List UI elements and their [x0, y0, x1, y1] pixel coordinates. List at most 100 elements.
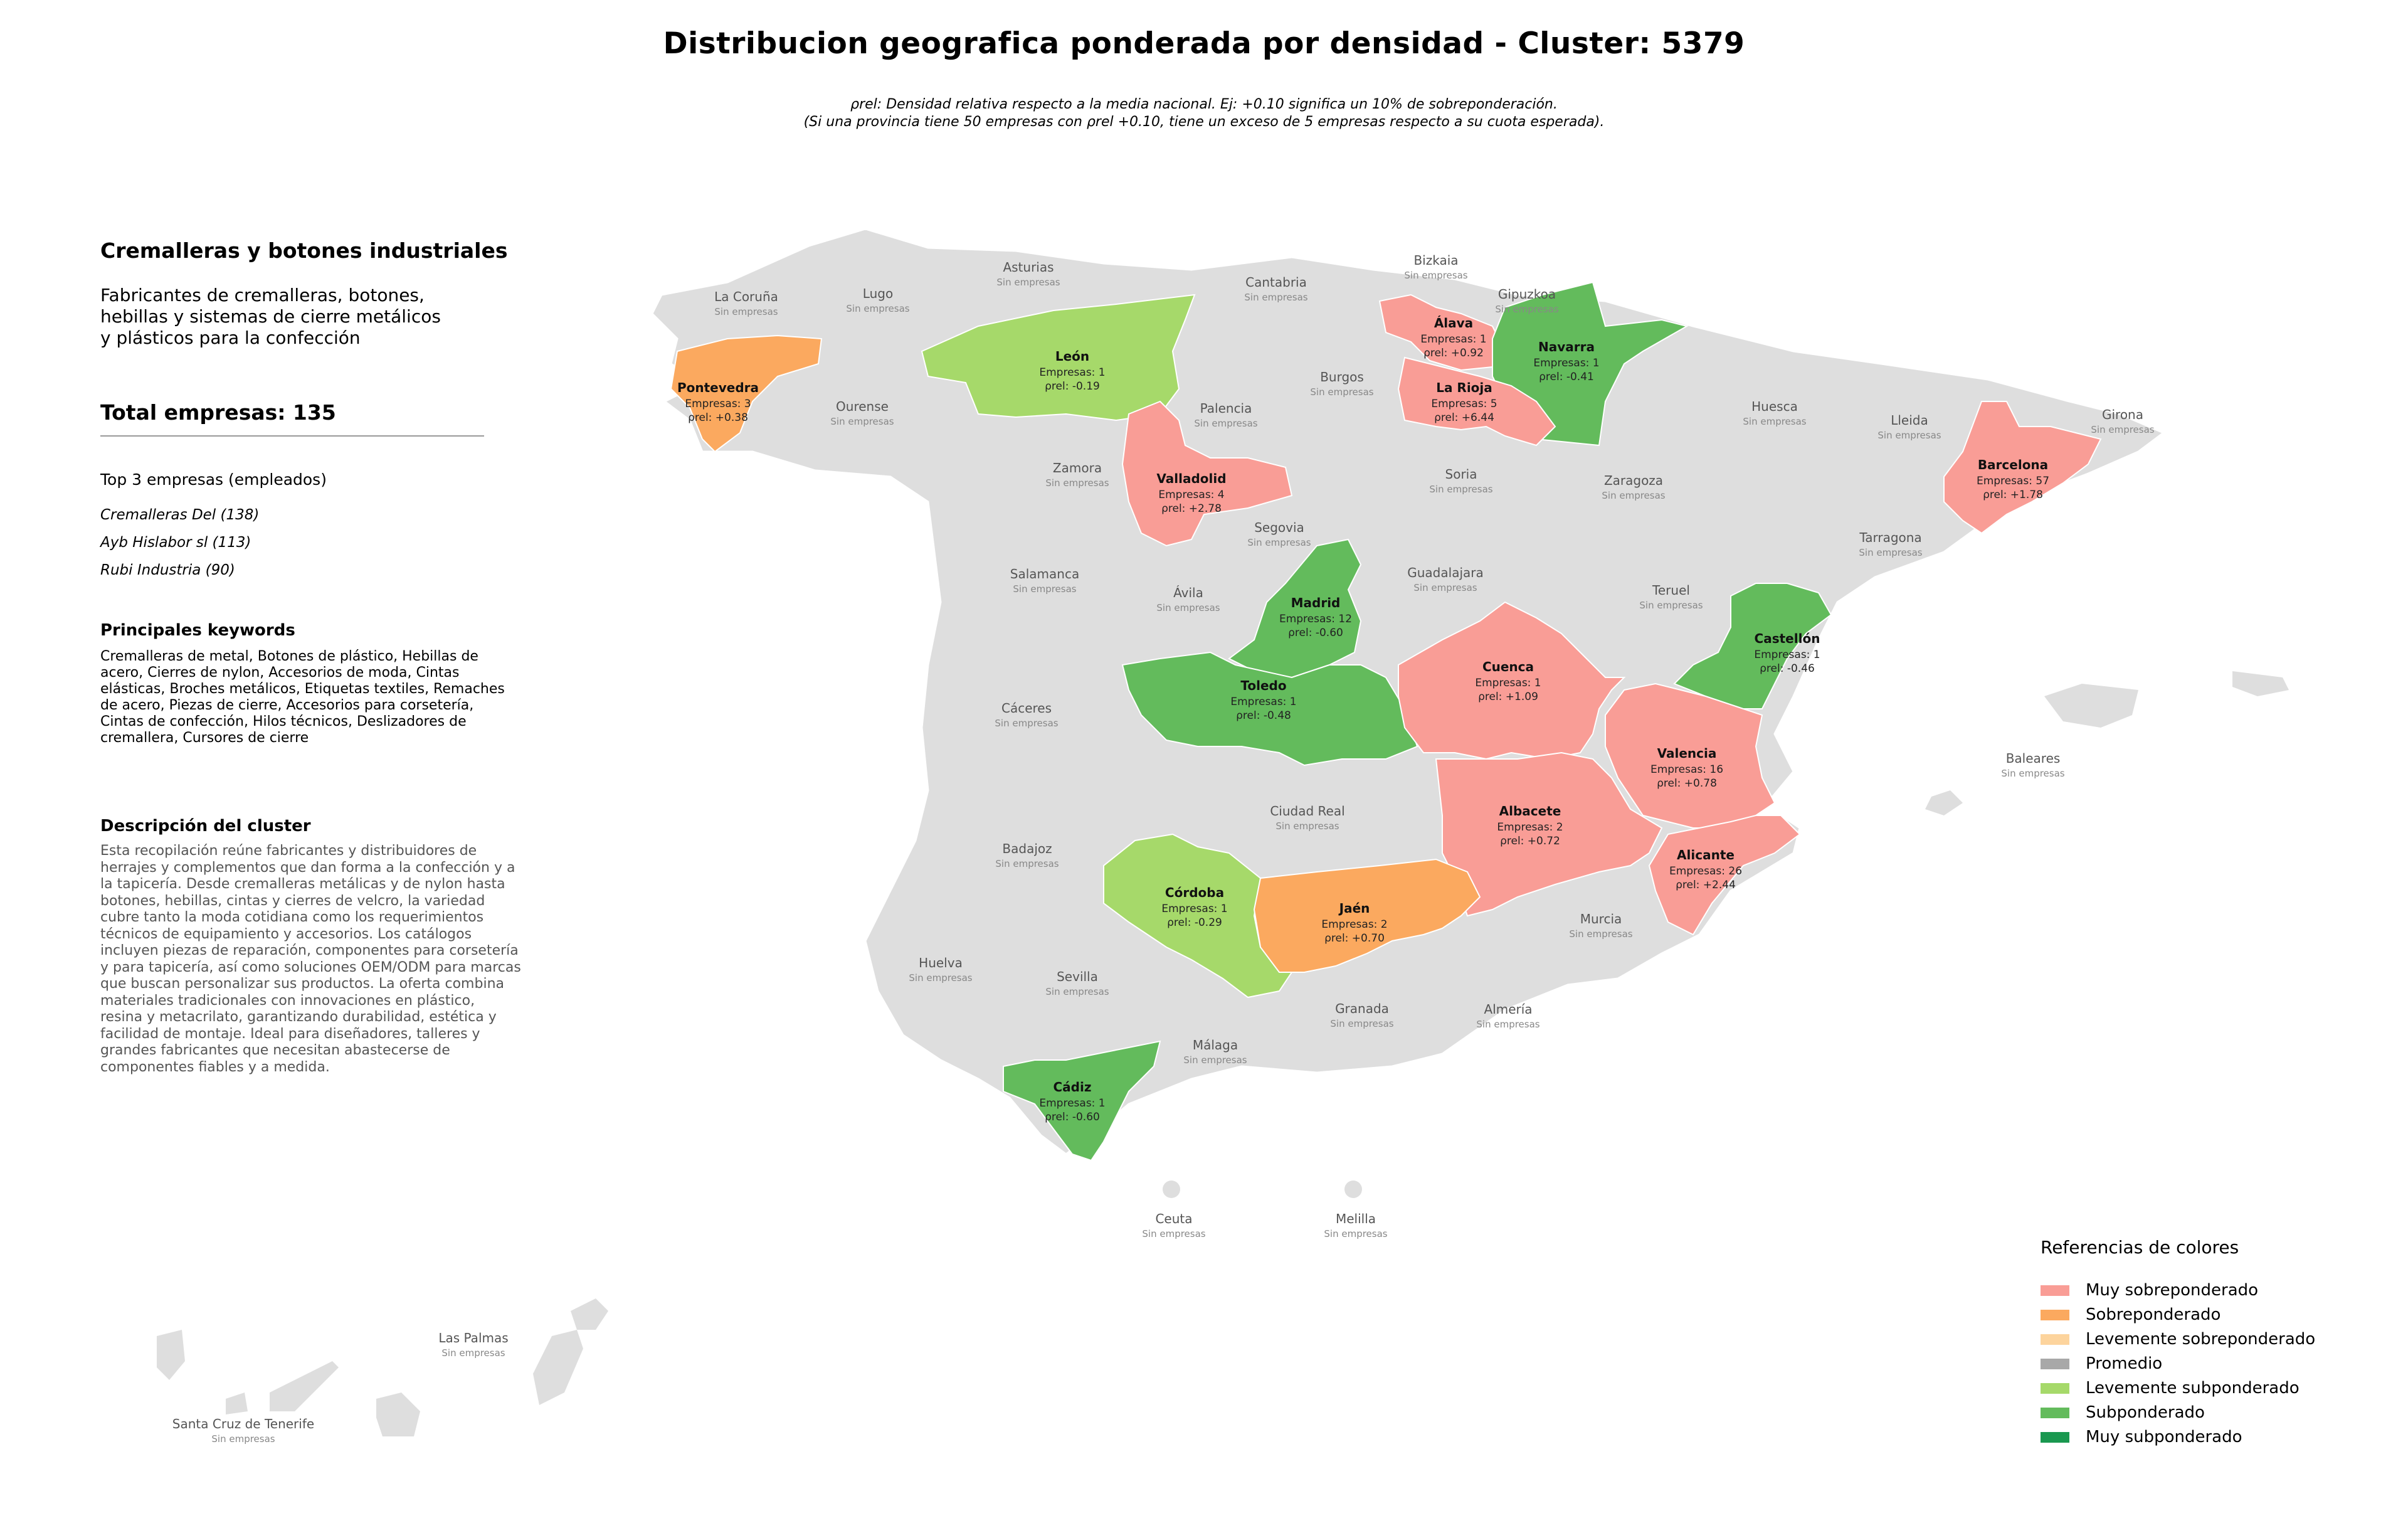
- description-line: que buscan personalizar sus productos. L…: [100, 976, 504, 992]
- province-shape-leon[interactable]: [921, 294, 1196, 422]
- description-line: botones, hebillas, cintas y cierres de v…: [100, 893, 485, 909]
- province-label-asturias: Asturias: [1003, 260, 1054, 275]
- province-status-ceuta: Sin empresas: [1142, 1228, 1205, 1239]
- subtitle-line-2: (Si una provincia tiene 50 empresas con …: [803, 114, 1605, 130]
- subtitle-line-1: ρrel: Densidad relativa respecto a la me…: [850, 97, 1558, 112]
- province-companies-álava: Empresas: 1: [1420, 333, 1486, 346]
- province-label-gipuzkoa: Gipuzkoa: [1498, 287, 1556, 302]
- province-status-zamora: Sin empresas: [1045, 477, 1109, 489]
- description-title: Descripción del cluster: [100, 817, 311, 836]
- province-shape-cadiz[interactable]: [1003, 1040, 1161, 1162]
- legend-swatch: [2041, 1382, 2069, 1394]
- province-label-bizkaia: Bizkaia: [1413, 253, 1458, 268]
- legend-label: Subponderado: [2086, 1403, 2205, 1422]
- cluster-desc-line: y plásticos para la confección: [100, 327, 361, 348]
- legend-title: Referencias de colores: [2041, 1237, 2239, 1258]
- province-shape-pontevedra[interactable]: [670, 334, 823, 453]
- province-rho-cuenca: ρrel: +1.09: [1478, 691, 1538, 703]
- total-companies: Total empresas: 135: [100, 400, 336, 425]
- province-status-las-palmas: Sin empresas: [441, 1347, 505, 1359]
- province-status-salamanca: Sin empresas: [1013, 583, 1076, 595]
- province-rho-valencia: ρrel: +0.78: [1657, 777, 1717, 790]
- province-label-sevilla: Sevilla: [1057, 969, 1098, 984]
- province-shape-la-rioja[interactable]: [1397, 356, 1556, 447]
- description-line: componentes fiables y a medida.: [100, 1059, 330, 1075]
- divider: [100, 435, 484, 437]
- baleares-shape: [1925, 671, 2289, 815]
- province-rho-cádiz: ρrel: -0.60: [1045, 1111, 1100, 1123]
- legend-label: Sobreponderado: [2086, 1305, 2221, 1324]
- province-label-barcelona: Barcelona: [1978, 457, 2048, 472]
- province-rho-pontevedra: ρrel: +0.38: [688, 411, 748, 424]
- province-status-la-coruña: Sin empresas: [714, 306, 778, 317]
- province-shape-jaen[interactable]: [1253, 858, 1481, 973]
- province-status-baleares: Sin empresas: [2001, 768, 2064, 779]
- province-label-la-rioja: La Rioja: [1436, 380, 1492, 395]
- province-label-ávila: Ávila: [1173, 585, 1203, 600]
- description-line: la tapicería. Desde cremalleras metálica…: [100, 876, 505, 892]
- canarias-shape: [157, 1298, 608, 1436]
- legend-swatch: [2041, 1309, 2069, 1320]
- province-label-almería: Almería: [1484, 1002, 1532, 1017]
- province-label-murcia: Murcia: [1580, 911, 1622, 926]
- legend-swatch: [2041, 1407, 2069, 1418]
- description-line: incluyen piezas de reparación, component…: [100, 943, 519, 958]
- keywords-line: elásticas, Broches metálicos, Etiquetas …: [100, 681, 505, 697]
- description-line: facilidad de montaje. Ideal para diseñad…: [100, 1026, 480, 1042]
- province-label-lleida: Lleida: [1891, 413, 1928, 428]
- province-label-la-coruña: La Coruña: [714, 289, 778, 304]
- province-label-granada: Granada: [1335, 1001, 1389, 1016]
- description-line: materiales tradicionales con innovacione…: [100, 992, 475, 1009]
- province-rho-león: ρrel: -0.19: [1045, 380, 1100, 393]
- province-shape-barcelona[interactable]: [1943, 401, 2102, 534]
- province-rho-toledo: ρrel: -0.48: [1236, 709, 1291, 722]
- keywords-text: Cremalleras de metal, Botones de plástic…: [100, 649, 539, 746]
- province-shape-alicante[interactable]: [1648, 815, 1801, 936]
- province-status-ávila: Sin empresas: [1156, 602, 1220, 613]
- province-shape-valladolid[interactable]: [1121, 400, 1293, 547]
- province-label-álava: Álava: [1434, 316, 1473, 331]
- province-status-tarragona: Sin empresas: [1859, 547, 1922, 558]
- legend-item: Sobreponderado: [2041, 1305, 2221, 1324]
- province-companies-cádiz: Empresas: 1: [1039, 1097, 1105, 1110]
- province-shape-cuenca[interactable]: [1398, 601, 1626, 760]
- province-shape-toledo[interactable]: [1121, 651, 1418, 767]
- province-label-navarra: Navarra: [1538, 339, 1595, 354]
- description-line: y para tapicería, así como soluciones OE…: [100, 959, 521, 975]
- province-label-córdoba: Córdoba: [1165, 885, 1224, 900]
- province-status-sevilla: Sin empresas: [1045, 986, 1109, 997]
- province-status-huesca: Sin empresas: [1743, 416, 1806, 427]
- province-label-salamanca: Salamanca: [1010, 566, 1079, 581]
- province-companies-albacete: Empresas: 2: [1497, 821, 1563, 834]
- province-status-burgos: Sin empresas: [1310, 386, 1373, 398]
- province-label-tarragona: Tarragona: [1859, 530, 1921, 545]
- province-companies-valencia: Empresas: 16: [1650, 763, 1723, 776]
- province-status-asturias: Sin empresas: [996, 277, 1060, 288]
- province-status-zaragoza: Sin empresas: [1602, 490, 1665, 501]
- legend-item: Subponderado: [2041, 1403, 2205, 1422]
- cluster-desc-line: hebillas y sistemas de cierre metálicos: [100, 306, 441, 327]
- province-status-melilla: Sin empresas: [1324, 1228, 1387, 1239]
- province-label-madrid: Madrid: [1291, 595, 1341, 610]
- melilla-shape: [1344, 1180, 1362, 1198]
- province-label-cádiz: Cádiz: [1054, 1080, 1092, 1095]
- province-label-baleares: Baleares: [2006, 751, 2061, 766]
- cluster-short-description: Fabricantes de cremalleras, botones, heb…: [100, 285, 502, 349]
- province-rho-valladolid: ρrel: +2.78: [1161, 502, 1222, 515]
- province-label-alicante: Alicante: [1677, 847, 1735, 862]
- province-companies-valladolid: Empresas: 4: [1158, 489, 1224, 501]
- keywords-line: de acero, Piezas de cierre, Accesorios p…: [100, 698, 474, 713]
- top-company-2: Ayb Hislabor sl (113): [100, 534, 251, 551]
- province-label-girona: Girona: [2102, 407, 2143, 422]
- province-label-castellón: Castellón: [1755, 631, 1820, 646]
- province-shape-castellon[interactable]: [1673, 583, 1832, 709]
- cluster-name: Cremalleras y botones industriales: [100, 238, 508, 263]
- province-label-zaragoza: Zaragoza: [1604, 473, 1663, 488]
- province-status-teruel: Sin empresas: [1639, 600, 1703, 611]
- province-label-lugo: Lugo: [863, 286, 893, 301]
- legend-swatch: [2041, 1431, 2069, 1443]
- province-status-granada: Sin empresas: [1330, 1018, 1393, 1029]
- legend-item: Levemente subponderado: [2041, 1379, 2300, 1398]
- province-label-segovia: Segovia: [1254, 520, 1304, 535]
- province-status-guadalajara: Sin empresas: [1413, 582, 1477, 593]
